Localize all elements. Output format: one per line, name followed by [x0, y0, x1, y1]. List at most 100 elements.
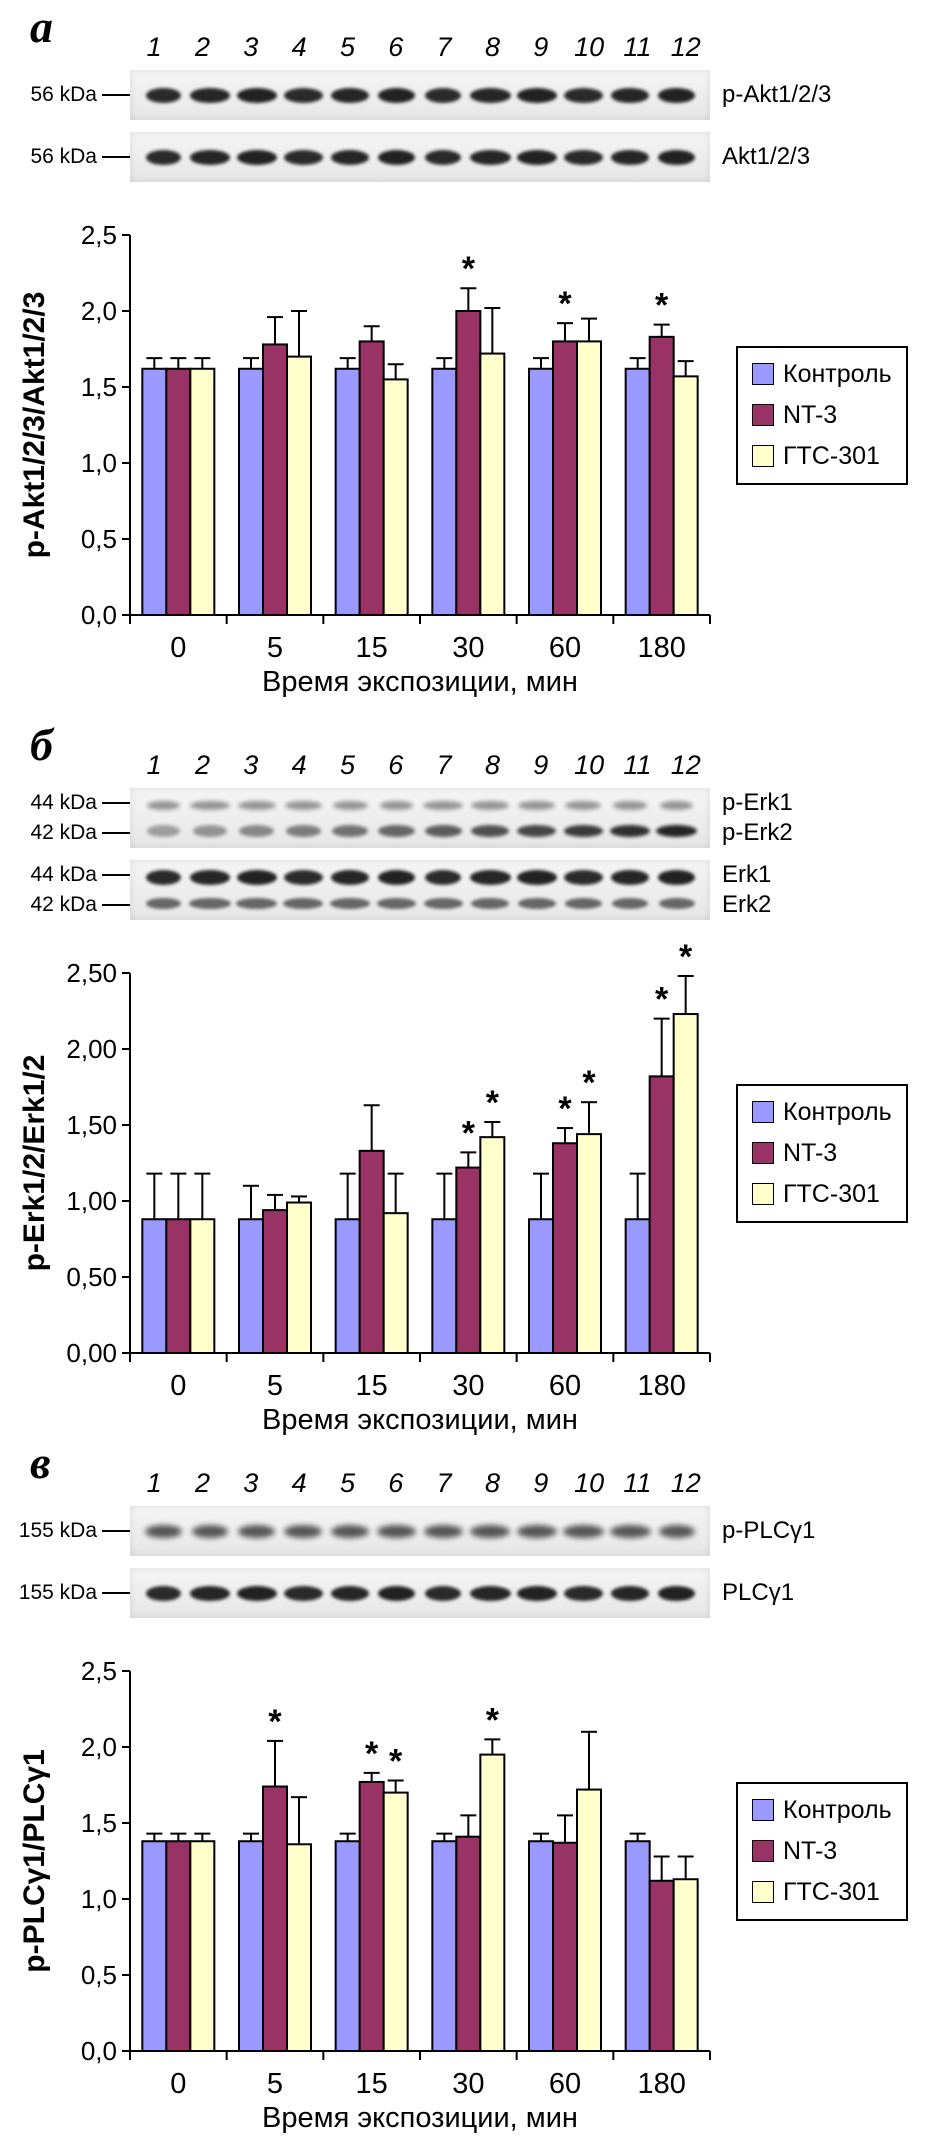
blot-band-row [140, 864, 700, 890]
kda-marker: 42 kDa [0, 821, 130, 845]
blot-band [378, 825, 416, 837]
blot-band [469, 1585, 511, 1601]
bar [431, 1840, 458, 2052]
blot-band [145, 87, 182, 103]
blot-band [283, 869, 323, 885]
kda-marker-text: 155 kDa [18, 1519, 97, 1542]
blot-lane [560, 792, 607, 818]
blot-band [517, 825, 557, 837]
bar [624, 1840, 651, 2052]
blot-band [563, 1524, 604, 1538]
blot-band [285, 800, 322, 810]
kda-marker: 42 kDa [0, 893, 130, 917]
chart-legend: Контроль NT-3 ГТС-301 [736, 1781, 908, 1921]
blot-band [609, 1524, 651, 1538]
lane-number: 7 [436, 750, 452, 780]
blot-band [658, 149, 696, 165]
blot-membrane [130, 1568, 710, 1618]
blot-lane [607, 818, 654, 844]
blot-band [145, 869, 182, 885]
x-category-label: 0 [170, 1370, 186, 1402]
blot-lane [560, 864, 607, 890]
legend-swatch [752, 404, 774, 426]
bar [382, 1791, 409, 2052]
bar [165, 1218, 192, 1354]
blot-lane [280, 890, 327, 916]
blot-band [469, 87, 511, 103]
significance-asterisk: * [558, 285, 572, 323]
blot-lane [140, 864, 187, 890]
legend-wrap: Контроль NT-3 ГТС-301 [736, 190, 908, 640]
kda-marker-text: 44 kDa [30, 863, 97, 886]
y-tick-label: 1,50 [66, 1110, 117, 1140]
legend-entry: Контроль [752, 1098, 892, 1127]
kda-markers: 44 kDa 42 kDa [0, 860, 130, 920]
blot-strips: 56 kDa p-Akt1/2/3 56 kDa Akt1/2/3 [0, 70, 946, 182]
blot-lane [467, 792, 514, 818]
y-tick-label: 1,0 [81, 448, 117, 478]
lane-number: 3 [243, 750, 259, 780]
western-blot-block: 1 2 3 4 5 6 7 8 9 10 11 12 56 kDa p-Akt1/2/3 56 kDa Ak… [0, 32, 946, 182]
panel-a: а 1 2 3 4 5 6 7 8 9 10 11 12 56 kDa p-Akt1/2/3 56 kDa… [0, 0, 946, 718]
panel-letter: в [30, 1437, 51, 1488]
kda-marker: 155 kDa [0, 1519, 130, 1543]
bar [286, 355, 312, 616]
kda-marker: 44 kDa [0, 791, 130, 815]
blot-lane [653, 136, 700, 178]
legend-swatch [752, 1881, 774, 1903]
blot-band [470, 1524, 510, 1538]
lane-number: 7 [436, 32, 452, 62]
bar [576, 1788, 602, 2052]
bar [431, 367, 458, 616]
blot-protein-labels: Akt1/2/3 [710, 132, 810, 182]
blot-lane [280, 818, 327, 844]
kda-marker-text: 44 kDa [30, 791, 97, 814]
blot-lane [233, 890, 280, 916]
blot-lane [420, 890, 467, 916]
blot-lane [513, 136, 560, 178]
blot-lane [560, 890, 607, 916]
legend-wrap: Контроль NT-3 ГТС-301 [736, 928, 908, 1378]
blot-band [331, 87, 369, 103]
y-tick-label: 2,0 [81, 296, 117, 326]
blot-band [378, 149, 416, 165]
marker-dash [102, 1530, 130, 1532]
blot-lane [607, 1510, 654, 1552]
x-category-label: 0 [170, 632, 186, 664]
blot-band [146, 825, 181, 837]
blot-protein-labels: PLCγ1 [710, 1568, 794, 1618]
legend-label: ГТС-301 [783, 1877, 880, 1906]
blot-band [239, 825, 275, 837]
lane-number: 5 [339, 1468, 355, 1498]
legend-swatch [752, 1183, 774, 1205]
lane-number: 4 [291, 750, 307, 780]
lane-number: 1 [146, 1468, 162, 1498]
blot-lane [327, 1572, 374, 1614]
marker-dash [102, 832, 130, 834]
legend-entry: ГТС-301 [752, 1180, 892, 1209]
blot-band [378, 869, 416, 885]
blot-lane [233, 1510, 280, 1552]
blot-band [564, 897, 603, 909]
panel-letter: б [30, 719, 53, 770]
lane-number: 8 [484, 1468, 500, 1498]
blot-band [147, 800, 180, 810]
blot-lane [467, 818, 514, 844]
x-category-label: 30 [452, 1370, 484, 1402]
bar [358, 1149, 385, 1354]
blot-protein-label: Erk1 [722, 861, 772, 888]
blot-band [517, 897, 556, 909]
blot-band [563, 149, 603, 165]
blot-band [423, 1524, 463, 1538]
blot-lane [560, 1510, 607, 1552]
lane-number: 3 [243, 1468, 259, 1498]
marker-dash [102, 156, 130, 158]
blot-lane [327, 1510, 374, 1552]
legend-entry: Контроль [752, 1796, 892, 1825]
blot-band [146, 897, 181, 909]
blot-lane [327, 890, 374, 916]
y-tick-label: 0,00 [66, 1338, 117, 1368]
western-blot-block: 1 2 3 4 5 6 7 8 9 10 11 12 44 kDa 42 kDa p-Erk1 p-Erk2… [0, 750, 946, 920]
kda-marker: 44 kDa [0, 863, 130, 887]
blot-membrane [130, 788, 710, 848]
